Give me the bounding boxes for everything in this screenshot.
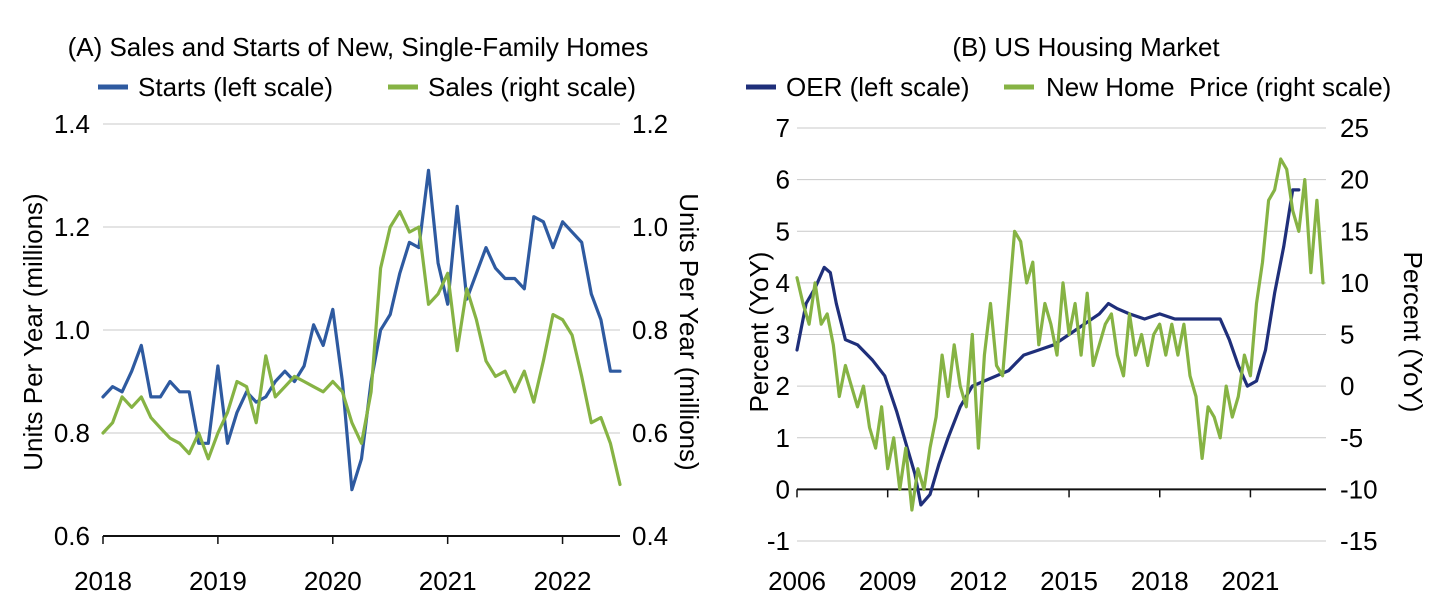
ytick-label-b-6: 5 [776, 216, 790, 246]
ytick-right-label-a-1: 0.6 [632, 418, 668, 448]
chart-panel-b: (B) US Housing Market OER (left scale) N… [744, 32, 1428, 596]
ytick-right-label-b-2: -5 [1340, 423, 1363, 453]
ytick-right-label-b-6: 15 [1340, 216, 1369, 246]
legend-b-price-label: New Home Price (right scale) [1046, 72, 1391, 102]
chart-b-title: (B) US Housing Market [952, 32, 1220, 62]
ytick-right-label-b-0: -15 [1340, 526, 1378, 556]
ytick-label-a-3: 1.2 [54, 212, 90, 242]
ytick-label-b-0: -1 [767, 526, 790, 556]
chart-panel-a: (A) Sales and Starts of New, Single-Fami… [18, 32, 704, 596]
chart-a-ylabel: Units Per Year (millions) [18, 193, 48, 470]
xtick-label-b-3: 2015 [1040, 566, 1098, 596]
ytick-label-b-8: 7 [776, 113, 790, 143]
xtick-label-a-2: 2020 [304, 566, 362, 596]
ytick-right-label-a-0: 0.4 [632, 521, 668, 551]
ytick-right-label-b-1: -10 [1340, 474, 1378, 504]
ytick-right-label-b-3: 0 [1340, 371, 1354, 401]
xtick-label-b-2: 2012 [949, 566, 1007, 596]
legend-a-sales-label: Sales (right scale) [428, 72, 636, 102]
xtick-label-a-0: 2018 [74, 566, 132, 596]
legend-a-starts-label: Starts (left scale) [138, 72, 333, 102]
series-line-a-1 [101, 209, 622, 487]
ytick-label-b-7: 6 [776, 165, 790, 195]
ytick-right-label-b-7: 20 [1340, 165, 1369, 195]
chart-a-title: (A) Sales and Starts of New, Single-Fami… [68, 32, 649, 62]
xtick-label-b-5: 2021 [1222, 566, 1280, 596]
chart-a-ticks: 0.6 0.8 1.0 1.2 1.4 0.4 0.6 0.8 1.0 1.2 2018 2019 20… [54, 109, 668, 596]
chart-a-gridlines [103, 123, 620, 537]
legend-b-oer-label: OER (left scale) [786, 72, 970, 102]
xtick-label-b-0: 2006 [768, 566, 826, 596]
chart-b-ylabel-right: Percent (YoY) [1398, 252, 1428, 413]
ytick-label-a-1: 0.8 [54, 418, 90, 448]
chart-b-gridlines [797, 127, 1326, 542]
ytick-label-b-4: 3 [776, 320, 790, 350]
chart-b-series [795, 157, 1325, 512]
series-line-a-0 [101, 168, 622, 492]
xtick-label-b-4: 2018 [1131, 566, 1189, 596]
ytick-label-b-3: 2 [776, 371, 790, 401]
ytick-label-a-4: 1.4 [54, 109, 90, 139]
chart-b-ylabel: Percent (YoY) [744, 252, 774, 413]
series-line-b-0 [795, 188, 1301, 507]
ytick-label-a-2: 1.0 [54, 315, 90, 345]
series-line-b-1 [795, 157, 1325, 512]
ytick-right-label-a-2: 0.8 [632, 315, 668, 345]
ytick-right-label-b-4: 5 [1340, 320, 1354, 350]
ytick-right-label-b-5: 10 [1340, 268, 1369, 298]
ytick-label-b-1: 0 [776, 474, 790, 504]
xtick-label-b-1: 2009 [859, 566, 917, 596]
ytick-label-b-5: 4 [776, 268, 790, 298]
xtick-label-a-3: 2021 [419, 566, 477, 596]
ytick-right-label-a-3: 1.0 [632, 212, 668, 242]
ytick-label-a-0: 0.6 [54, 521, 90, 551]
ytick-right-label-b-8: 25 [1340, 113, 1369, 143]
xtick-label-a-1: 2019 [189, 566, 247, 596]
chart-a-ylabel-right: Units Per Year (millions) [674, 193, 704, 470]
xtick-label-a-4: 2022 [534, 566, 592, 596]
chart-a-series [101, 168, 622, 492]
ytick-label-b-2: 1 [776, 423, 790, 453]
ytick-right-label-a-4: 1.2 [632, 109, 668, 139]
